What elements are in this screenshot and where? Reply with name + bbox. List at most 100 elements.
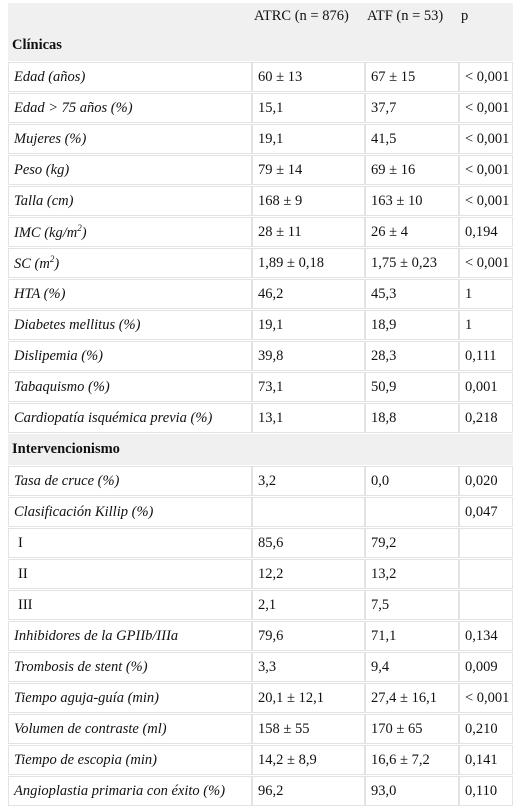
row-label-text: Diabetes mellitus (%) — [14, 316, 141, 333]
atf-value-cell — [365, 496, 459, 528]
p-value-cell: 1 — [459, 278, 513, 310]
p-value-cell: < 0,001 — [459, 61, 513, 93]
p-value-cell: 0,001 — [459, 371, 513, 403]
table-row: Volumen de contraste (ml) 158 ± 55 170 ± 6… — [8, 713, 513, 745]
atf-value-cell: 50,9 — [365, 371, 459, 403]
table-row: Dislipemia (%) 39,8 28,3 0,111 — [8, 340, 513, 372]
atrc-value-cell: 158 ± 55 — [252, 713, 365, 745]
atf-value-cell: 67 ± 15 — [365, 61, 459, 93]
atrc-value-cell: 19,1 — [252, 309, 365, 341]
row-label: III — [8, 589, 252, 621]
row-label-text: Clasificación Killip (%) — [14, 503, 154, 520]
atf-value-cell: 28,3 — [365, 340, 459, 372]
table-row: Angioplastia primaria con éxito (%) 96,2 9… — [8, 775, 513, 807]
table-row: Tiempo de escopia (min) 14,2 ± 8,9 16,6 ± … — [8, 744, 513, 776]
atrc-value-cell: 85,6 — [252, 527, 365, 559]
table-row: III 2,1 7,5 — [8, 589, 513, 621]
atrc-value-cell: 168 ± 9 — [252, 185, 365, 217]
row-label-text: Volumen de contraste (ml) — [14, 720, 167, 737]
atrc-value-cell: 3,2 — [252, 465, 365, 497]
row-label: Trombosis de stent (%) — [8, 651, 252, 683]
table-row: Diabetes mellitus (%) 19,1 18,9 1 — [8, 309, 513, 341]
row-label-tail: ) — [54, 255, 60, 272]
p-value-cell: 1 — [459, 309, 513, 341]
section-header-row: Clínicas — [8, 30, 513, 62]
p-value-cell: 0,020 — [459, 465, 513, 497]
p-value-cell: 0,218 — [459, 402, 513, 434]
table-row: HTA (%) 46,2 45,3 1 — [8, 278, 513, 310]
row-label-text: Angioplastia primaria con éxito (%) — [14, 782, 226, 799]
table-row: Edad (años) 60 ± 13 67 ± 15 < 0,001 — [8, 61, 513, 93]
p-value-cell: < 0,001 — [459, 123, 513, 155]
row-label-text: Tiempo de escopia (min) — [14, 751, 157, 768]
row-label: Clasificación Killip (%) — [8, 496, 252, 528]
atf-value-cell: 16,6 ± 7,2 — [365, 744, 459, 776]
row-label: Diabetes mellitus (%) — [8, 309, 252, 341]
atf-value-cell: 37,7 — [365, 92, 459, 124]
atf-value-cell: 170 ± 65 — [365, 713, 459, 745]
table-row: Trombosis de stent (%) 3,3 9,4 0,009 — [8, 651, 513, 683]
p-value-cell — [459, 558, 513, 590]
table-row: IMC (kg/m2) 28 ± 11 26 ± 4 0,194 — [8, 216, 513, 248]
atrc-value-cell: 2,1 — [252, 589, 365, 621]
row-label-text: Edad (años) — [14, 68, 86, 85]
table-row: I 85,6 79,2 — [8, 527, 513, 559]
row-label-text: II — [18, 565, 28, 582]
atf-value-cell: 163 ± 10 — [365, 185, 459, 217]
row-label-text: Mujeres (%) — [14, 130, 87, 147]
row-label-text: Cardiopatía isquémica previa (%) — [14, 409, 213, 426]
p-value-cell: < 0,001 — [459, 92, 513, 124]
section-title: Clínicas — [8, 30, 513, 62]
atf-value-cell: 79,2 — [365, 527, 459, 559]
header-cell-atf: ATF (n = 53) — [365, 3, 459, 30]
p-value-cell: 0,194 — [459, 216, 513, 248]
table-row: Tiempo aguja-guía (min) 20,1 ± 12,1 27,4 ±… — [8, 682, 513, 714]
row-label-text: SC (m — [14, 255, 50, 272]
p-value-cell: < 0,001 — [459, 682, 513, 714]
row-label: Tasa de cruce (%) — [8, 465, 252, 497]
p-value-cell: 0,134 — [459, 620, 513, 652]
atf-value-cell: 71,1 — [365, 620, 459, 652]
row-label: Dislipemia (%) — [8, 340, 252, 372]
atrc-value-cell: 15,1 — [252, 92, 365, 124]
row-label-text: Tabaquismo (%) — [14, 378, 110, 395]
atrc-value-cell: 19,1 — [252, 123, 365, 155]
row-label: I — [8, 527, 252, 559]
row-label-text: III — [18, 596, 33, 613]
atrc-value-cell: 1,89 ± 0,18 — [252, 247, 365, 279]
row-label-text: Tiempo aguja-guía (min) — [14, 689, 159, 706]
row-label: Angioplastia primaria con éxito (%) — [8, 775, 252, 807]
row-label: Edad > 75 años (%) — [8, 92, 252, 124]
p-value-cell: 0,009 — [459, 651, 513, 683]
atf-value-cell: 27,4 ± 16,1 — [365, 682, 459, 714]
atrc-value-cell: 96,2 — [252, 775, 365, 807]
atrc-value-cell: 79 ± 14 — [252, 154, 365, 186]
p-value-cell: < 0,001 — [459, 185, 513, 217]
row-label: Volumen de contraste (ml) — [8, 713, 252, 745]
header-cell-atrc: ATRC (n = 876) — [252, 3, 365, 30]
p-value-cell: 0,111 — [459, 340, 513, 372]
row-label: II — [8, 558, 252, 590]
row-label: Inhibidores de la GPIIb/IIIa — [8, 620, 252, 652]
atf-value-cell: 18,8 — [365, 402, 459, 434]
atrc-value-cell: 20,1 ± 12,1 — [252, 682, 365, 714]
atf-value-cell: 13,2 — [365, 558, 459, 590]
row-label-text: Talla (cm) — [14, 192, 74, 209]
atf-value-cell: 1,75 ± 0,23 — [365, 247, 459, 279]
row-label-tail: ) — [81, 224, 87, 241]
table-row: SC (m2) 1,89 ± 0,18 1,75 ± 0,23 < 0,001 — [8, 247, 513, 279]
table-row: Mujeres (%) 19,1 41,5 < 0,001 — [8, 123, 513, 155]
row-label: IMC (kg/m2) — [8, 216, 252, 248]
atrc-value-cell — [252, 496, 365, 528]
row-label: Peso (kg) — [8, 154, 252, 186]
section-title: Intervencionismo — [8, 433, 513, 466]
row-label: SC (m2) — [8, 247, 252, 279]
row-label-text: Inhibidores de la GPIIb/IIIa — [14, 627, 179, 644]
table-row: Tabaquismo (%) 73,1 50,9 0,001 — [8, 371, 513, 403]
atf-value-cell: 45,3 — [365, 278, 459, 310]
row-label: Tiempo aguja-guía (min) — [8, 682, 252, 714]
p-value-cell: 0,210 — [459, 713, 513, 745]
p-value-cell — [459, 527, 513, 559]
p-value-cell — [459, 589, 513, 621]
atrc-value-cell: 39,8 — [252, 340, 365, 372]
